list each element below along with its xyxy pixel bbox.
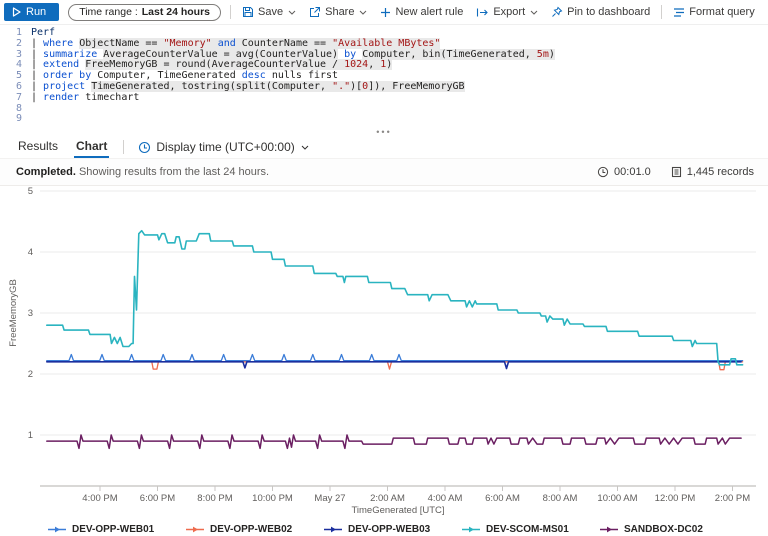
code-line: 6 | project TimeGenerated, tostring(split… [15,80,465,92]
run-label: Run [26,6,47,18]
svg-text:4:00 AM: 4:00 AM [428,493,463,504]
series-DEV-OPP-WEB02 [46,361,744,371]
svg-text:2: 2 [28,369,33,380]
chevron-down-icon [360,10,367,15]
new-alert-rule-button[interactable]: New alert rule [378,6,465,18]
toolbar-divider [661,5,663,19]
chevron-down-icon [288,10,296,15]
play-icon [12,7,21,17]
export-button[interactable]: Export [474,6,540,18]
svg-text:5: 5 [28,186,33,197]
plus-icon [381,7,391,17]
code-line: 7 | render timechart [15,91,140,103]
display-time-dropdown[interactable]: Display time (UTC+00:00) [138,140,309,154]
record-count: 1,445 records [686,166,754,178]
tabbar-divider [123,140,125,154]
chevron-down-icon [301,145,309,150]
code-line: 2 | where ObjectName == "Memory" and Coun… [15,37,441,49]
code-line: 4 | extend FreeMemoryGB = round(AverageCo… [15,59,393,71]
legend-label: SANDBOX-DC02 [624,523,703,535]
results-tabbar: Results Chart Display time (UTC+00:00) [0,136,768,159]
legend-label: DEV-SCOM-MS01 [486,523,569,535]
save-icon [243,7,254,17]
format-query-icon [674,7,685,17]
legend-label: DEV-OPP-WEB02 [210,523,293,535]
run-button[interactable]: Run [4,3,60,21]
query-status-bar: Completed. Showing results from the last… [0,159,768,186]
svg-text:May 27: May 27 [314,493,345,504]
status-metrics: 00:01.0 1,445 records [597,166,754,178]
series-DEV-OPP-WEB03 [45,361,742,370]
query-editor[interactable]: 1 Perf 2 | where ObjectName == "Memory" and… [0,25,768,128]
svg-text:2:00 AM: 2:00 AM [370,493,405,504]
series-DEV-OPP-WEB01 [46,353,744,362]
legend-item[interactable]: DEV-OPP-WEB02 [186,524,324,535]
series-marker-icon [600,526,618,532]
pin-icon [552,6,563,17]
svg-text:6:00 AM: 6:00 AM [485,493,520,504]
splitter-handle[interactable]: ••• [0,127,768,137]
records-icon [671,166,681,178]
code-line: 9 [15,113,22,125]
series-DEV-SCOM-MS01 [45,229,744,366]
chart-legend: DEV-OPP-WEB01 DEV-OPP-WEB02 DEV-OPP-WEB03 D… [0,516,768,536]
series-marker-icon [48,526,66,532]
code-line: 8 [15,102,22,114]
code-line: 5 | order by Computer, TimeGenerated desc… [15,70,339,82]
svg-text:2:00 PM: 2:00 PM [715,493,750,504]
query-toolbar: Run Time range : Last 24 hours Save Shar… [0,0,768,25]
time-range-value: Last 24 hours [141,6,211,18]
share-button[interactable]: Share [307,6,369,18]
format-query-button[interactable]: Format query [671,6,756,18]
series-marker-icon [324,526,342,532]
save-button[interactable]: Save [240,6,298,18]
svg-text:8:00 AM: 8:00 AM [543,493,578,504]
clock-icon [139,141,151,153]
time-range-picker[interactable]: Time range : Last 24 hours [68,3,222,21]
tab-results[interactable]: Results [18,139,59,153]
toolbar-divider [230,5,232,19]
legend-label: DEV-OPP-WEB01 [72,523,155,535]
export-icon [477,8,489,16]
svg-text:4:00 PM: 4:00 PM [82,493,117,504]
svg-text:10:00 PM: 10:00 PM [252,493,293,504]
legend-item[interactable]: SANDBOX-DC02 [600,524,738,535]
tab-chart[interactable]: Chart [74,137,110,158]
splitter-dots-icon: ••• [376,127,392,137]
series-marker-icon [462,526,480,532]
series-marker-icon [186,526,204,532]
series-SANDBOX-DC02 [46,434,742,450]
share-icon [310,7,321,17]
code-line: 1 Perf [15,27,56,38]
svg-text:4: 4 [28,247,33,258]
svg-text:3: 3 [28,308,33,319]
chevron-down-icon [530,10,538,15]
svg-text:6:00 PM: 6:00 PM [140,493,175,504]
svg-text:TimeGenerated [UTC]: TimeGenerated [UTC] [351,505,444,516]
svg-text:FreeMemoryGB: FreeMemoryGB [8,279,19,347]
legend-item[interactable]: DEV-OPP-WEB03 [324,524,462,535]
legend-label: DEV-OPP-WEB03 [348,523,431,535]
pin-to-dashboard-button[interactable]: Pin to dashboard [549,6,652,18]
legend-item[interactable]: DEV-OPP-WEB01 [48,524,186,535]
elapsed-time-icon [597,166,609,178]
elapsed-time: 00:01.0 [614,166,651,178]
chart-container: 1 2 3 4 5 FreeMemoryGB 4:00 PM 6:00 PM 8:00 PM 10… [0,186,768,516]
timechart[interactable]: 1 2 3 4 5 FreeMemoryGB 4:00 PM 6:00 PM 8:00 PM 10… [0,186,768,516]
legend-item[interactable]: DEV-SCOM-MS01 [462,524,600,535]
svg-text:12:00 PM: 12:00 PM [655,493,696,504]
time-range-label: Time range : [79,6,138,18]
svg-text:1: 1 [28,430,33,441]
status-message: Completed. Showing results from the last… [16,166,270,178]
code-line: 3 | summarize AverageCounterValue = avg(C… [15,48,555,60]
svg-text:8:00 PM: 8:00 PM [197,493,232,504]
svg-text:10:00 AM: 10:00 AM [597,493,637,504]
